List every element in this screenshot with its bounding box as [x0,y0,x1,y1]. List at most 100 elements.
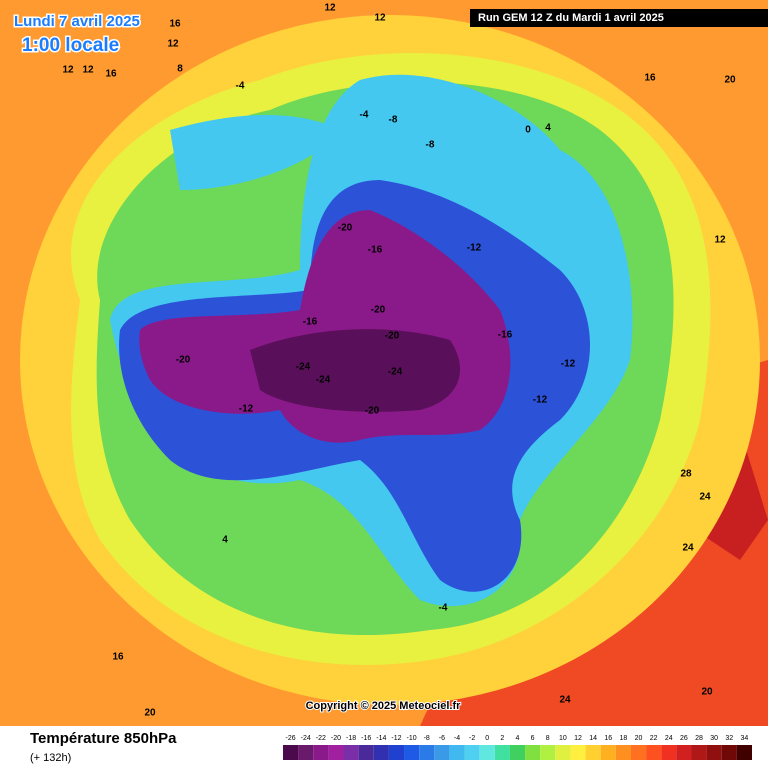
forecast-date: Lundi 7 avril 2025 [14,13,140,30]
scale-swatch [540,745,556,760]
scale-label: -10 [407,735,417,742]
scale-swatch [328,745,344,760]
contour-label: -4 [236,81,245,92]
contour-label: -12 [467,243,482,254]
lead-time: (+ 132h) [30,752,71,764]
contour-label: 28 [680,469,692,480]
scale-swatch [298,745,314,760]
scale-swatch [404,745,420,760]
scale-label: 18 [620,735,628,742]
contour-label: 4 [222,535,228,546]
contour-label: 4 [545,123,551,134]
contour-label: 24 [682,543,694,554]
contour-label: 12 [167,39,179,50]
contour-label: -12 [533,395,548,406]
scale-swatch [388,745,405,760]
scale-swatch [721,745,737,760]
cyan-region-2 [170,115,340,190]
contour-label: -20 [365,406,380,417]
scale-swatch [494,745,510,760]
scale-label: -4 [454,735,460,742]
scale-swatch [283,745,299,760]
scale-label: -16 [361,735,371,742]
scale-swatch [449,745,465,760]
scale-label: 30 [710,735,718,742]
contour-label: 20 [724,75,736,86]
contour-label: -12 [239,404,254,415]
scale-label: -22 [316,735,326,742]
scale-label: 6 [531,735,535,742]
scale-label: 20 [635,735,643,742]
scale-label: -26 [286,735,296,742]
contour-label: 24 [559,695,571,706]
contour-label: -16 [498,330,513,341]
scale-swatch [691,745,707,760]
contour-label: 16 [105,69,117,80]
scale-swatch [464,745,480,760]
scale-label: 4 [516,735,520,742]
scale-label: -24 [301,735,311,742]
contour-label: 12 [324,3,336,14]
contour-label: 0 [525,125,531,136]
scale-swatch [661,745,677,760]
scale-label: -20 [331,735,341,742]
scale-label: -6 [439,735,445,742]
scale-label: 14 [589,735,597,742]
local-time: 1:00 locale [22,35,119,56]
scale-swatch [313,745,329,760]
scale-label: 16 [604,735,612,742]
scale-label: 10 [559,735,567,742]
scale-label: -8 [424,735,430,742]
contour-labels: 16 12 12 12 12 12 16 8 -4 -4 -8 -8 0 4 -20 -16 -12 -16 -20… [62,3,736,719]
scale-swatch [509,745,526,760]
scale-swatch [555,745,571,760]
scale-label: 2 [500,735,504,742]
scale-swatch [630,745,647,760]
contour-label: -12 [561,359,576,370]
scale-swatch [570,745,586,760]
scale-swatch [343,745,359,760]
scale-swatch [434,745,450,760]
scale-label: 0 [485,735,489,742]
scale-swatch [706,745,722,760]
scale-label: 28 [695,735,703,742]
contour-label: 16 [112,652,124,663]
contour-label: 12 [714,235,726,246]
footer-title: Température 850hPa [30,730,177,747]
scale-label: 8 [546,735,550,742]
contour-label: -20 [385,331,400,342]
scale-label: 24 [665,735,673,742]
contour-label: -4 [439,603,448,614]
scale-label: 34 [741,735,749,742]
contour-label: 12 [374,13,386,24]
contour-label: -16 [303,317,318,328]
contour-label: -16 [368,245,383,256]
contour-label: -8 [426,140,435,151]
contour-label: -20 [176,355,191,366]
scale-label: -14 [376,735,386,742]
contour-label: 8 [177,64,183,75]
scale-swatch [373,745,389,760]
contour-label: -8 [389,115,398,126]
contour-label: -20 [371,305,386,316]
scale-swatch [585,745,601,760]
contour-label: 16 [644,73,656,84]
scale-label: -12 [391,735,401,742]
contour-label: 24 [699,492,711,503]
dark-purple-core [250,329,460,412]
scale-swatch [676,745,692,760]
scale-swatch [646,745,662,760]
scale-label: 26 [680,735,688,742]
scale-swatch [419,745,435,760]
scale-label: -18 [346,735,356,742]
contour-label: 16 [169,19,181,30]
scale-label: -2 [469,735,475,742]
scale-swatch [479,745,495,760]
scale-label: 32 [725,735,733,742]
contour-label: -24 [296,362,311,373]
scale-swatch [525,745,541,760]
color-scale: -26 -24 -22 -20 -18 -16 -14 -12 -10 -8 -6 -4 -2 0 2 4 6 8… [283,735,752,760]
contour-label: 12 [82,65,94,76]
contour-label: 20 [701,687,713,698]
